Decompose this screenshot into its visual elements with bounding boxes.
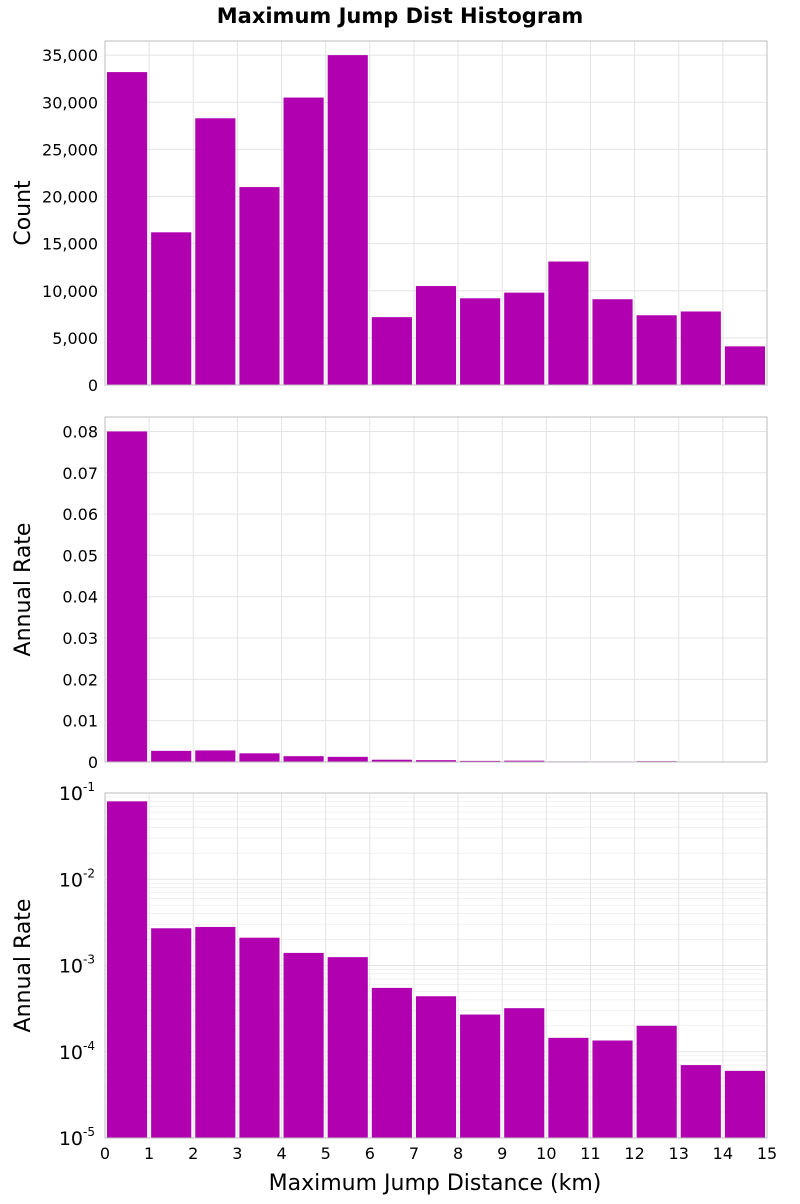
histogram-bar: [107, 801, 147, 1138]
y-tick-label: 25,000: [42, 140, 98, 159]
y-axis-label: Count: [11, 180, 36, 246]
y-tick-label: 35,000: [42, 46, 98, 65]
histogram-bar: [284, 756, 324, 762]
histogram-bar: [151, 751, 191, 762]
histogram-bar: [328, 757, 368, 762]
y-tick-label: 15,000: [42, 235, 98, 254]
x-tick-label: 12: [624, 1144, 644, 1163]
panel-1: 0 5,000 10,000 15,000 20,000 25,000 30,000 35,0…: [11, 41, 767, 395]
y-tick-label: 0.06: [62, 505, 98, 524]
histogram-bar: [548, 1038, 588, 1138]
y-tick-label: 20,000: [42, 188, 98, 207]
x-tick-label: 10: [536, 1144, 556, 1163]
x-tick-label: 7: [409, 1144, 419, 1163]
y-tick-label: 0.03: [62, 629, 98, 648]
x-tick-label: 5: [321, 1144, 331, 1163]
histogram-bar: [681, 311, 721, 385]
y-tick-label: 10-1: [59, 780, 95, 805]
histogram-bar: [328, 957, 368, 1138]
histogram-bar: [239, 187, 279, 385]
y-tick-label: 0.08: [62, 422, 98, 441]
y-tick-label: 10-4: [59, 1039, 95, 1064]
chart-title: Maximum Jump Dist Histogram: [217, 4, 584, 28]
histogram-bar: [195, 750, 235, 762]
x-tick-label: 11: [580, 1144, 600, 1163]
y-tick-label: 30,000: [42, 93, 98, 112]
x-tick-label: 3: [232, 1144, 242, 1163]
y-tick-label: 5,000: [52, 329, 98, 348]
panels-layer: 0 5,000 10,000 15,000 20,000 25,000 30,000 35,0…: [11, 41, 777, 1163]
y-tick-label: 10-2: [59, 866, 95, 891]
y-tick-label: 10-5: [59, 1125, 95, 1150]
histogram-bar: [284, 98, 324, 385]
y-tick-label: 10,000: [42, 282, 98, 301]
histogram-bar: [637, 315, 677, 385]
x-tick-label: 2: [188, 1144, 198, 1163]
histogram-bar: [637, 1026, 677, 1138]
histogram-bar: [328, 55, 368, 385]
histogram-bar: [504, 293, 544, 385]
histogram-bar: [151, 232, 191, 385]
y-tick-label: 0.02: [62, 670, 98, 689]
y-tick-label: 0: [88, 753, 98, 772]
histogram-bar: [107, 72, 147, 385]
histogram-bar: [195, 927, 235, 1138]
y-tick-label: 0.01: [62, 712, 98, 731]
histogram-bar: [460, 298, 500, 385]
histogram-bar: [372, 988, 412, 1138]
x-tick-label: 0: [100, 1144, 110, 1163]
y-tick-label: 10-3: [59, 953, 95, 978]
histogram-bar: [239, 753, 279, 762]
x-tick-label: 14: [713, 1144, 733, 1163]
histogram-bar: [416, 286, 456, 385]
histogram-bar: [416, 996, 456, 1138]
histogram-bar: [372, 317, 412, 385]
histogram-bar: [725, 346, 765, 385]
y-tick-label: 0.05: [62, 546, 98, 565]
histogram-bar: [548, 262, 588, 385]
histogram-bar: [725, 1071, 765, 1138]
panel-frame: [105, 417, 767, 762]
x-tick-label: 6: [365, 1144, 375, 1163]
x-tick-label: 8: [453, 1144, 463, 1163]
y-tick-label: 0.04: [62, 588, 98, 607]
histogram-bar: [195, 118, 235, 385]
histogram-bar: [681, 1065, 721, 1138]
y-tick-label: 0.07: [62, 464, 98, 483]
histogram-bar: [592, 1041, 632, 1138]
x-tick-label: 4: [276, 1144, 286, 1163]
histogram-bar: [592, 299, 632, 385]
histogram-bar: [284, 953, 324, 1138]
x-tick-label: 1: [144, 1144, 154, 1163]
y-axis-label: Annual Rate: [11, 523, 36, 657]
x-axis-label: Maximum Jump Distance (km): [269, 1171, 602, 1196]
histogram-bar: [239, 938, 279, 1138]
histogram-bar: [504, 1008, 544, 1138]
x-tick-label: 15: [757, 1144, 777, 1163]
x-tick-label: 13: [669, 1144, 689, 1163]
histogram-bar: [151, 928, 191, 1138]
y-tick-label: 0: [88, 376, 98, 395]
y-axis-label: Annual Rate: [11, 899, 36, 1033]
panel-2: 0 0.01 0.02 0.03 0.04 0.05 0.06 0.07 0.08 Annual …: [11, 417, 767, 772]
x-tick-label: 9: [497, 1144, 507, 1163]
histogram-bar: [107, 431, 147, 762]
histogram-bar: [460, 1015, 500, 1138]
